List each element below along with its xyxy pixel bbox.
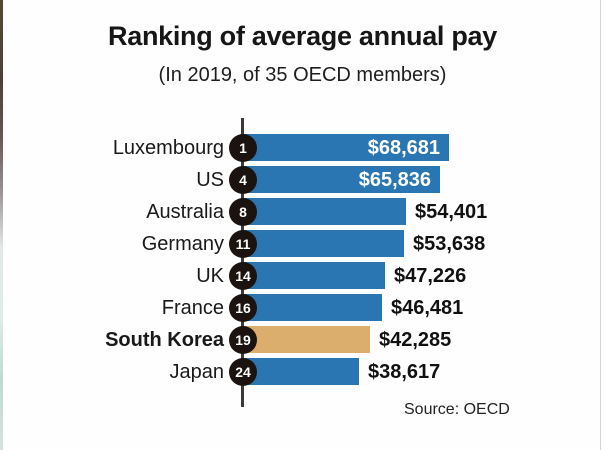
country-label: Germany bbox=[141, 233, 224, 255]
rank-badge: 11 bbox=[229, 230, 257, 258]
rank-badge-number: 16 bbox=[235, 300, 251, 316]
chart-row: Luxembourg 1 $68,681 bbox=[0, 132, 605, 164]
rank-badge: 24 bbox=[229, 358, 257, 386]
rank-badge: 4 bbox=[229, 166, 257, 194]
country-label: UK bbox=[196, 265, 224, 287]
bar-value-inside: $68,681 bbox=[367, 137, 440, 159]
rank-badge: 14 bbox=[229, 262, 257, 290]
country-label: South Korea bbox=[105, 329, 224, 351]
rank-badge-number: 24 bbox=[235, 364, 251, 380]
left-edge-artifact bbox=[0, 0, 3, 450]
rank-badge-number: 1 bbox=[239, 140, 247, 156]
rank-badge: 8 bbox=[229, 198, 257, 226]
bar bbox=[243, 358, 359, 385]
bar bbox=[243, 326, 370, 353]
chart-row: US 4 $65,836 bbox=[0, 164, 605, 196]
bar bbox=[243, 198, 406, 225]
source-label: Source: OECD bbox=[404, 401, 510, 418]
chart-row: Japan 24 $38,617 bbox=[0, 356, 605, 388]
chart-subtitle: (In 2019, of 35 OECD members) bbox=[158, 64, 447, 86]
chart-row: South Korea 19 $42,285 bbox=[0, 324, 605, 356]
rank-badge-number: 11 bbox=[235, 236, 251, 252]
rank-badge: 19 bbox=[229, 326, 257, 354]
bar-value-outside: $54,401 bbox=[415, 201, 488, 223]
country-label: France bbox=[161, 297, 224, 319]
rank-badge-number: 14 bbox=[235, 268, 251, 284]
bar bbox=[243, 230, 404, 257]
bar-value-outside: $47,226 bbox=[394, 265, 467, 287]
rank-badge: 16 bbox=[229, 294, 257, 322]
right-edge-artifact bbox=[600, 0, 601, 450]
rank-badge-number: 8 bbox=[239, 204, 247, 220]
chart-title: Ranking of average annual pay bbox=[108, 21, 497, 51]
country-label: Japan bbox=[169, 361, 225, 383]
country-label: US bbox=[196, 169, 224, 191]
bar: $65,836 bbox=[243, 166, 440, 193]
rank-badge-number: 4 bbox=[239, 172, 247, 188]
bar-value-outside: $42,285 bbox=[379, 329, 452, 351]
chart-rows: Luxembourg 1 $68,681 US 4 $65,836 Austra… bbox=[0, 132, 605, 388]
bar bbox=[243, 262, 385, 289]
country-label: Luxembourg bbox=[112, 137, 224, 159]
rank-badge-number: 19 bbox=[235, 332, 251, 348]
bar: $68,681 bbox=[243, 134, 449, 161]
chart-row: Germany 11 $53,638 bbox=[0, 228, 605, 260]
bar-value-outside: $46,481 bbox=[391, 297, 464, 319]
bar-value-outside: $53,638 bbox=[413, 233, 486, 255]
bar-value-outside: $38,617 bbox=[368, 361, 441, 383]
rank-badge: 1 bbox=[229, 134, 257, 162]
chart-row: France 16 $46,481 bbox=[0, 292, 605, 324]
country-label: Australia bbox=[146, 201, 224, 223]
bar bbox=[243, 294, 382, 321]
chart-row: UK 14 $47,226 bbox=[0, 260, 605, 292]
chart-row: Australia 8 $54,401 bbox=[0, 196, 605, 228]
bar-value-inside: $65,836 bbox=[358, 169, 431, 191]
